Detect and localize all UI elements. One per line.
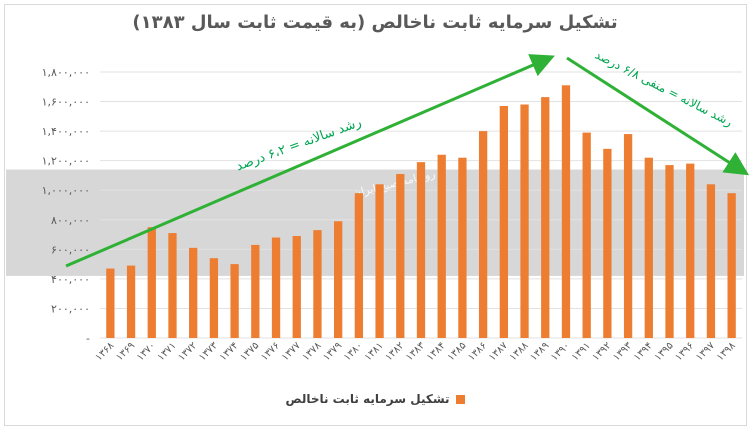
bar bbox=[603, 148, 612, 338]
x-tick-label: ۱۳۷۴ bbox=[218, 340, 241, 363]
x-tick-label: ۱۳۸۳ bbox=[404, 340, 427, 363]
x-tick-label: ۱۳۹۶ bbox=[673, 340, 696, 363]
x-tick-label: ۱۳۷۸ bbox=[301, 340, 324, 363]
y-tick-label: ۱,۰۰۰,۰۰۰ bbox=[42, 184, 90, 197]
x-tick-label: ۱۳۹۱ bbox=[570, 340, 593, 363]
legend: تشکیل سرمایه ثابت ناخالص bbox=[0, 392, 750, 406]
chart-title: تشکیل سرمایه ثابت ناخالص (به قیمت ثابت س… bbox=[132, 12, 618, 33]
bar bbox=[416, 162, 426, 338]
bar bbox=[271, 237, 281, 338]
x-tick-label: ۱۳۷۵ bbox=[238, 340, 261, 363]
bar bbox=[437, 154, 446, 338]
trend-arrow-up bbox=[65, 54, 555, 268]
bar bbox=[520, 104, 529, 338]
bar bbox=[396, 173, 405, 338]
bar bbox=[168, 233, 177, 338]
bar bbox=[499, 105, 508, 338]
background-band bbox=[6, 169, 744, 276]
bar bbox=[458, 157, 467, 338]
x-tick-label: ۱۳۸۱ bbox=[363, 340, 386, 363]
x-tick-label: ۱۳۸۲ bbox=[383, 340, 406, 363]
x-tick-label: ۱۳۸۹ bbox=[528, 340, 551, 363]
x-tick-label: ۱۳۷۹ bbox=[321, 340, 344, 363]
x-tick-label: ۱۳۷۲ bbox=[176, 340, 199, 363]
bar bbox=[541, 97, 550, 338]
x-tick-label: ۱۳۶۹ bbox=[114, 340, 137, 363]
bar bbox=[623, 134, 633, 338]
y-tick-label: ۱,۶۰۰,۰۰۰ bbox=[42, 96, 90, 109]
bar bbox=[665, 165, 674, 338]
y-tick-label: ۱,۲۰۰,۰۰۰ bbox=[42, 155, 90, 168]
bar bbox=[561, 85, 571, 338]
x-tick-label: ۱۳۷۱ bbox=[156, 340, 179, 363]
bar bbox=[251, 244, 260, 338]
x-tick-label: ۱۳۹۷ bbox=[694, 340, 717, 363]
legend-label: تشکیل سرمایه ثابت ناخالص bbox=[285, 392, 450, 406]
x-tick-label: ۱۳۹۰ bbox=[549, 340, 572, 363]
bar bbox=[644, 157, 653, 338]
bar bbox=[209, 258, 219, 338]
bar bbox=[375, 184, 384, 338]
x-tick-label: ۱۳۸۷ bbox=[487, 340, 510, 363]
bar bbox=[478, 131, 488, 338]
y-tick-label: ۸۰۰,۰۰۰ bbox=[51, 214, 90, 227]
bar bbox=[292, 236, 301, 338]
bar bbox=[582, 132, 591, 338]
bar bbox=[106, 268, 115, 338]
x-tick-label: ۱۳۸۴ bbox=[425, 340, 448, 363]
bar bbox=[354, 193, 364, 338]
bar bbox=[727, 193, 736, 338]
x-tick-label: ۱۳۹۴ bbox=[632, 340, 655, 363]
y-tick-label: ۲۰۰,۰۰۰ bbox=[51, 302, 90, 315]
x-tick-label: ۱۳۷۳ bbox=[197, 340, 220, 363]
bar bbox=[313, 230, 322, 338]
x-tick-label: ۱۳۹۸ bbox=[715, 340, 738, 363]
x-tick-label: ۱۳۸۸ bbox=[508, 340, 531, 363]
y-tick-label: ۱,۸۰۰,۰۰۰ bbox=[42, 66, 90, 79]
trend-arrow-down bbox=[566, 56, 750, 176]
x-tick-label: ۱۳۹۵ bbox=[653, 340, 676, 363]
x-tick-label: ۱۳۶۸ bbox=[94, 340, 117, 363]
x-tick-label: ۱۳۸۶ bbox=[466, 340, 489, 363]
legend-swatch bbox=[455, 395, 465, 404]
bar bbox=[334, 221, 343, 338]
bar bbox=[230, 264, 239, 338]
bar bbox=[189, 247, 198, 338]
x-tick-label: ۱۳۷۰ bbox=[135, 340, 158, 363]
x-tick-label: ۱۳۸۰ bbox=[342, 340, 365, 363]
x-tick-label: ۱۳۷۷ bbox=[280, 340, 303, 363]
x-tick-label: ۱۳۸۵ bbox=[446, 340, 469, 363]
y-tick-label: ۱,۴۰۰,۰۰۰ bbox=[42, 125, 90, 138]
y-tick-label: - bbox=[86, 332, 90, 345]
bar bbox=[126, 265, 136, 338]
x-tick-label: ۱۳۹۲ bbox=[591, 340, 614, 363]
y-tick-label: ۴۰۰,۰۰۰ bbox=[51, 273, 90, 286]
x-tick-label: ۱۳۹۳ bbox=[611, 340, 634, 363]
x-tick-label: ۱۳۷۶ bbox=[259, 340, 282, 363]
bar bbox=[686, 163, 695, 338]
bar bbox=[706, 184, 716, 338]
bar bbox=[147, 227, 156, 338]
y-tick-label: ۶۰۰,۰۰۰ bbox=[51, 243, 90, 256]
